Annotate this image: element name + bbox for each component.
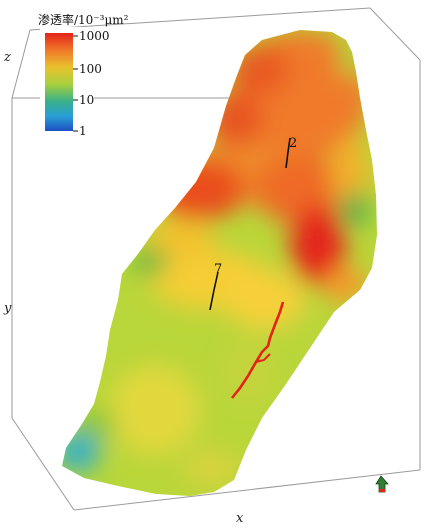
well-7-label: 7: [214, 262, 222, 277]
legend-tick-100: 100: [79, 62, 102, 76]
well-2-label: 2: [289, 136, 297, 151]
axis-label-y: y: [3, 301, 12, 316]
axis-label-x: x: [236, 511, 244, 526]
fracture-trace: [230, 301, 285, 399]
north-arrow-icon: [375, 475, 389, 493]
colorbar-legend: 渗透率/10⁻³μm² 1000 100 10 1: [38, 12, 129, 138]
well-2: 2: [285, 136, 297, 169]
legend-tick-10: 10: [79, 93, 94, 107]
legend-tick-1000: 1000: [79, 29, 110, 43]
well-7: 7: [209, 262, 222, 311]
bounding-box: [11, 7, 421, 511]
axis-label-z: z: [3, 50, 11, 65]
colorbar: [45, 33, 73, 131]
legend-tick-1: 1: [79, 124, 87, 138]
legend-title: 渗透率/10⁻³μm²: [38, 12, 129, 27]
